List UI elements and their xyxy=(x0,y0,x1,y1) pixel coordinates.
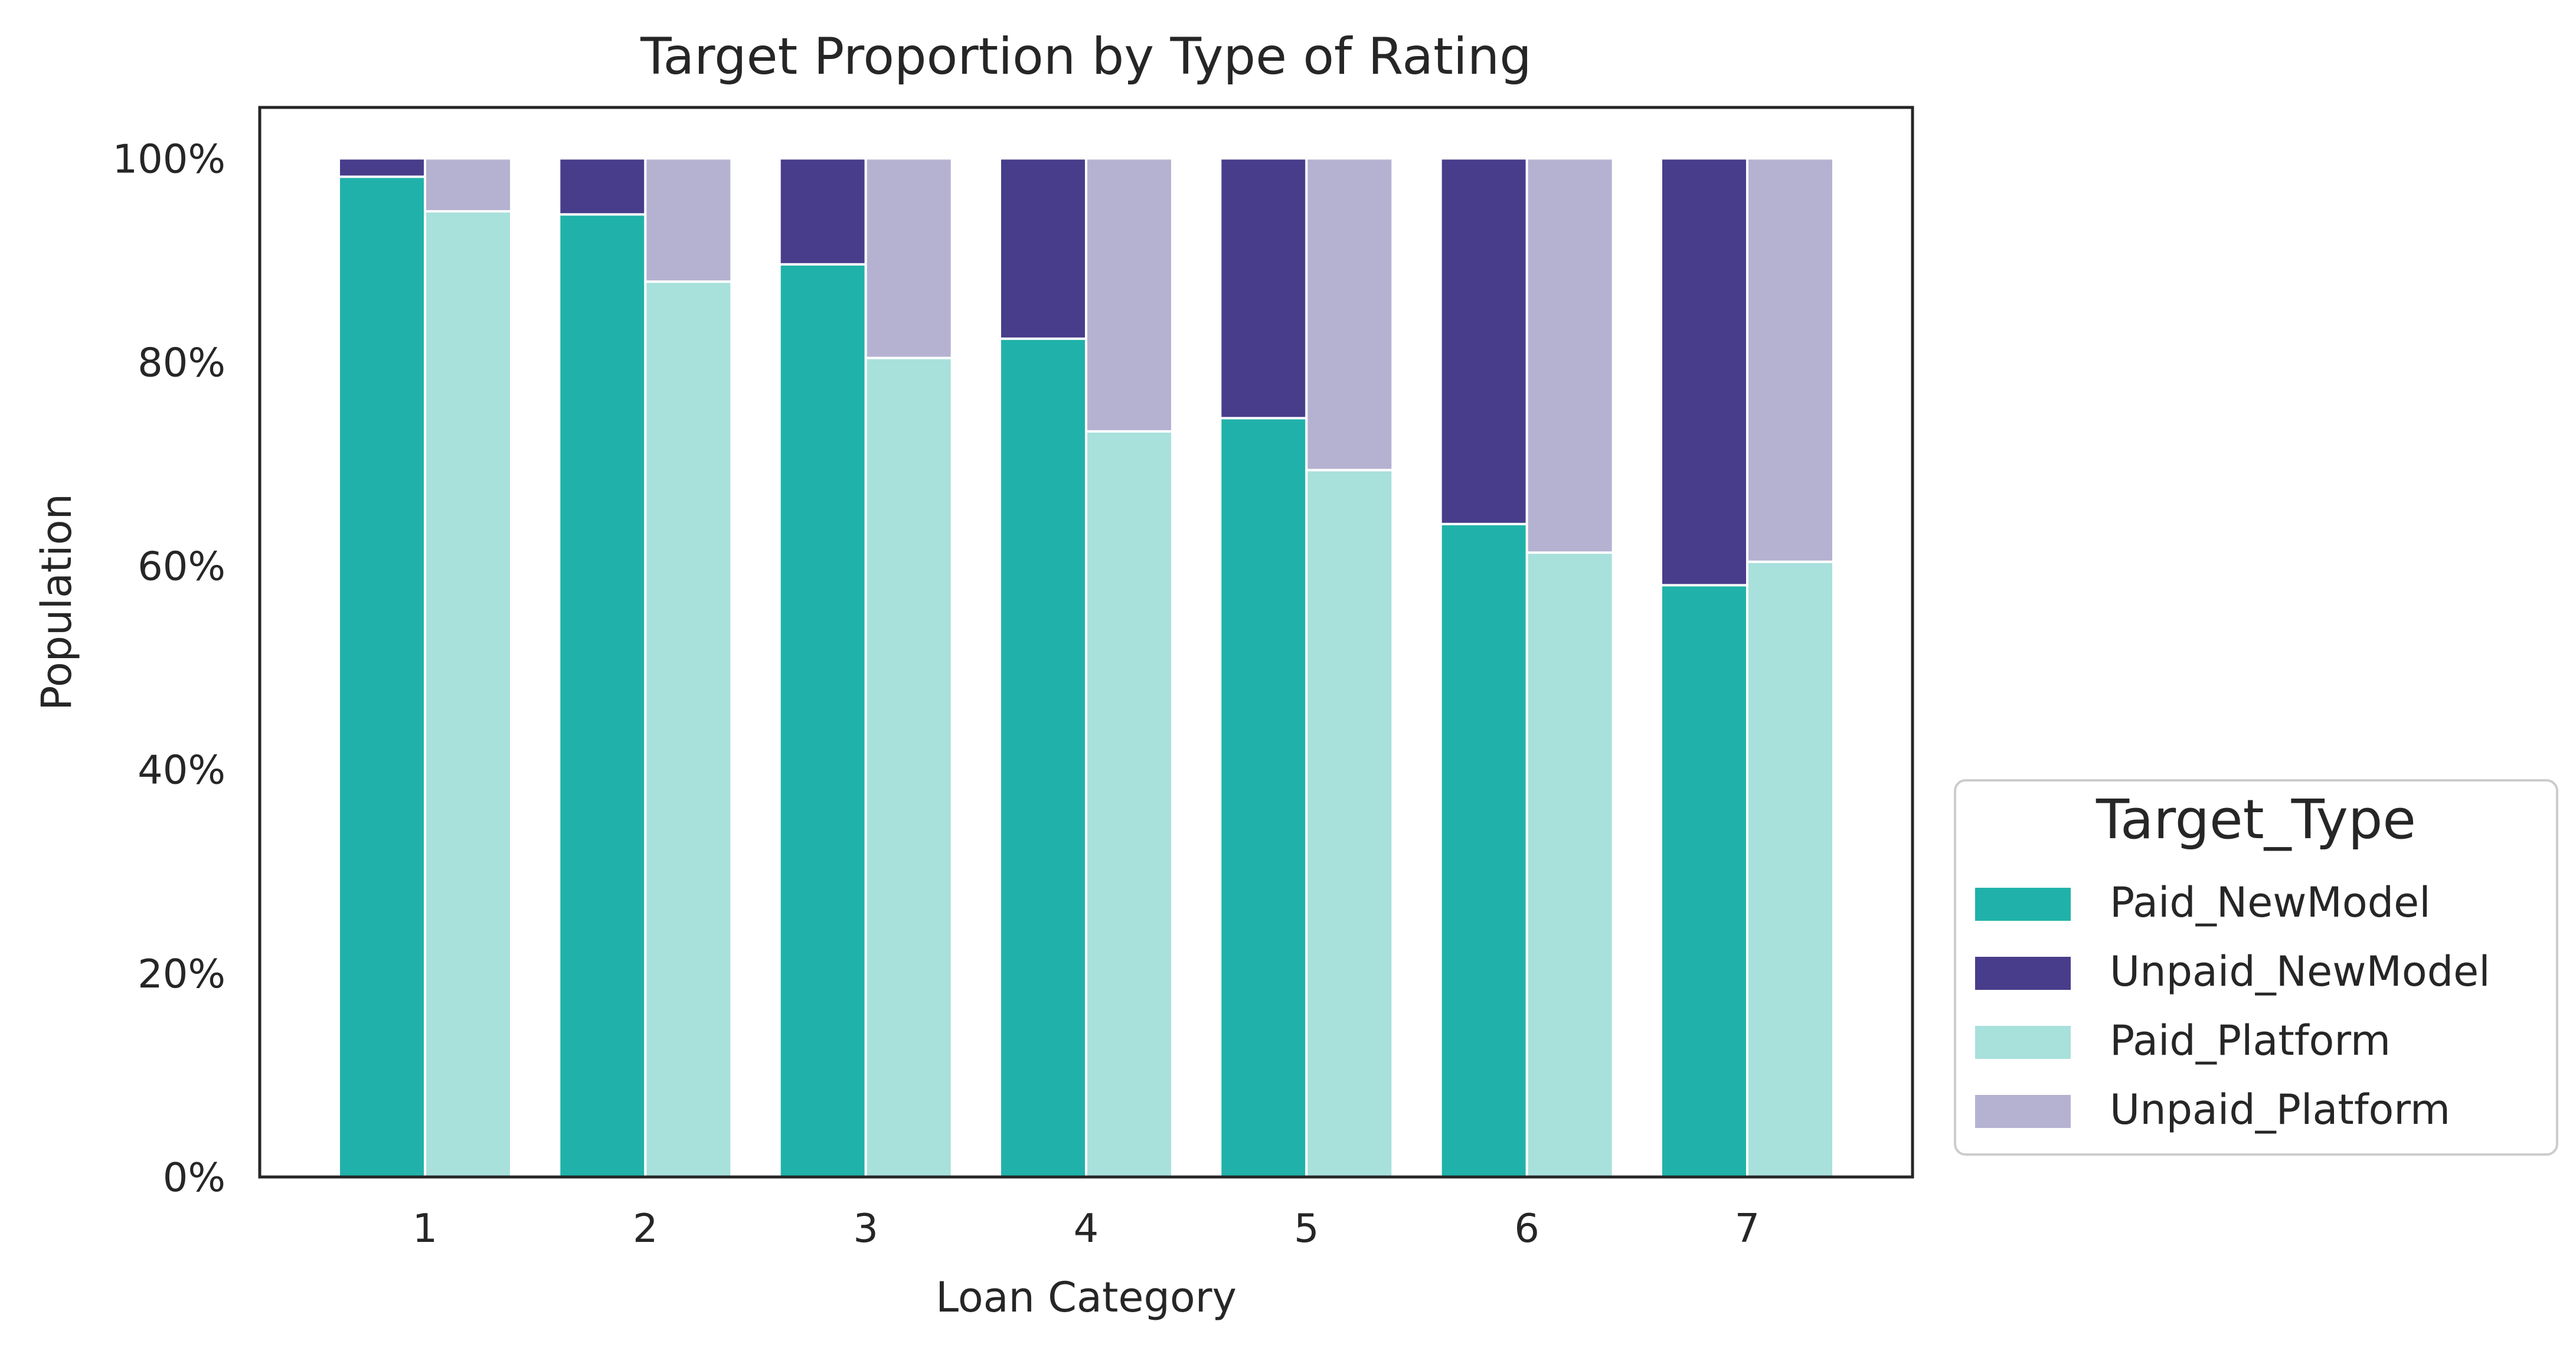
category-group-4 xyxy=(999,157,1173,1179)
bar-paid-platform-1 xyxy=(424,210,512,1178)
bar-unpaid-newmodel-7 xyxy=(1660,157,1748,587)
legend-swatch xyxy=(1975,957,2071,990)
x-tick-label: 2 xyxy=(633,1205,658,1251)
bar-unpaid-newmodel-2 xyxy=(558,157,647,216)
y-axis-ticks: 0% 20% 40% 60% 80% 100% xyxy=(112,136,225,1201)
bar-unpaid-newmodel-1 xyxy=(338,157,426,178)
x-tick-label: 4 xyxy=(1074,1205,1099,1251)
bar-paid-newmodel-6 xyxy=(1439,522,1528,1178)
x-tick-label: 6 xyxy=(1514,1205,1539,1251)
bar-unpaid-platform-6 xyxy=(1525,157,1614,554)
bar-paid-newmodel-2 xyxy=(558,213,647,1179)
bar-unpaid-platform-7 xyxy=(1746,157,1835,563)
legend-title: Target_Type xyxy=(2096,788,2416,851)
bar-paid-platform-5 xyxy=(1305,469,1394,1178)
bars-layer xyxy=(338,157,1835,1179)
legend-label: Unpaid_Platform xyxy=(2110,1085,2450,1134)
bar-paid-newmodel-3 xyxy=(778,263,867,1178)
category-group-2 xyxy=(558,157,733,1179)
legend: Target_Type Paid_NewModel Unpaid_NewModel… xyxy=(1954,779,2558,1156)
bar-unpaid-platform-5 xyxy=(1305,157,1394,472)
bar-unpaid-newmodel-5 xyxy=(1219,157,1308,420)
legend-item: Paid_NewModel xyxy=(1975,878,2431,927)
bar-unpaid-platform-2 xyxy=(644,157,733,283)
bar-paid-newmodel-7 xyxy=(1660,584,1748,1178)
x-tick-label: 3 xyxy=(853,1205,878,1251)
legend-item: Unpaid_Platform xyxy=(1975,1085,2450,1134)
category-group-3 xyxy=(778,157,953,1178)
category-group-7 xyxy=(1660,157,1835,1179)
bar-paid-platform-4 xyxy=(1085,430,1173,1178)
chart-title: Target Proportion by Type of Rating xyxy=(640,27,1532,86)
y-tick-label: 20% xyxy=(138,951,225,997)
x-tick-label: 7 xyxy=(1735,1205,1760,1251)
category-group-6 xyxy=(1439,157,1614,1178)
bar-paid-newmodel-5 xyxy=(1219,417,1308,1178)
legend-swatch xyxy=(1975,1026,2071,1059)
y-tick-label: 100% xyxy=(112,136,225,182)
bar-paid-platform-6 xyxy=(1525,551,1614,1178)
legend-items: Paid_NewModel Unpaid_NewModel Paid_Platfor… xyxy=(1975,878,2490,1134)
legend-swatch xyxy=(1975,1095,2071,1128)
legend-label: Paid_Platform xyxy=(2110,1016,2391,1065)
y-tick-label: 60% xyxy=(138,544,225,590)
legend-box xyxy=(1954,779,2558,1156)
legend-label: Unpaid_NewModel xyxy=(2110,947,2490,996)
bar-paid-newmodel-1 xyxy=(338,175,426,1178)
plot-area-frame xyxy=(258,106,1914,1179)
bar-unpaid-platform-3 xyxy=(864,157,953,359)
bar-paid-newmodel-4 xyxy=(999,337,1087,1179)
y-tick-label: 80% xyxy=(138,339,225,385)
bar-paid-platform-7 xyxy=(1746,560,1835,1179)
x-tick-label: 5 xyxy=(1294,1205,1319,1251)
x-tick-label: 1 xyxy=(413,1205,438,1251)
category-group-5 xyxy=(1219,157,1394,1178)
legend-item: Paid_Platform xyxy=(1975,1016,2391,1065)
y-tick-label: 40% xyxy=(138,747,225,793)
bar-unpaid-newmodel-3 xyxy=(778,157,867,266)
y-tick-label: 0% xyxy=(163,1155,225,1201)
bar-unpaid-newmodel-4 xyxy=(999,157,1087,340)
x-axis-label: Loan Category xyxy=(936,1273,1237,1322)
bar-unpaid-newmodel-6 xyxy=(1439,157,1528,525)
legend-swatch xyxy=(1975,888,2071,921)
bar-paid-platform-3 xyxy=(864,357,953,1178)
x-axis-ticks: 1 2 3 4 5 6 7 xyxy=(413,1205,1760,1251)
y-axis-label: Population xyxy=(32,493,81,711)
bar-unpaid-platform-4 xyxy=(1085,157,1173,433)
legend-label: Paid_NewModel xyxy=(2110,878,2431,927)
bar-paid-platform-2 xyxy=(644,280,733,1179)
legend-item: Unpaid_NewModel xyxy=(1975,947,2490,996)
bar-unpaid-platform-1 xyxy=(424,157,512,212)
category-group-1 xyxy=(338,157,512,1178)
